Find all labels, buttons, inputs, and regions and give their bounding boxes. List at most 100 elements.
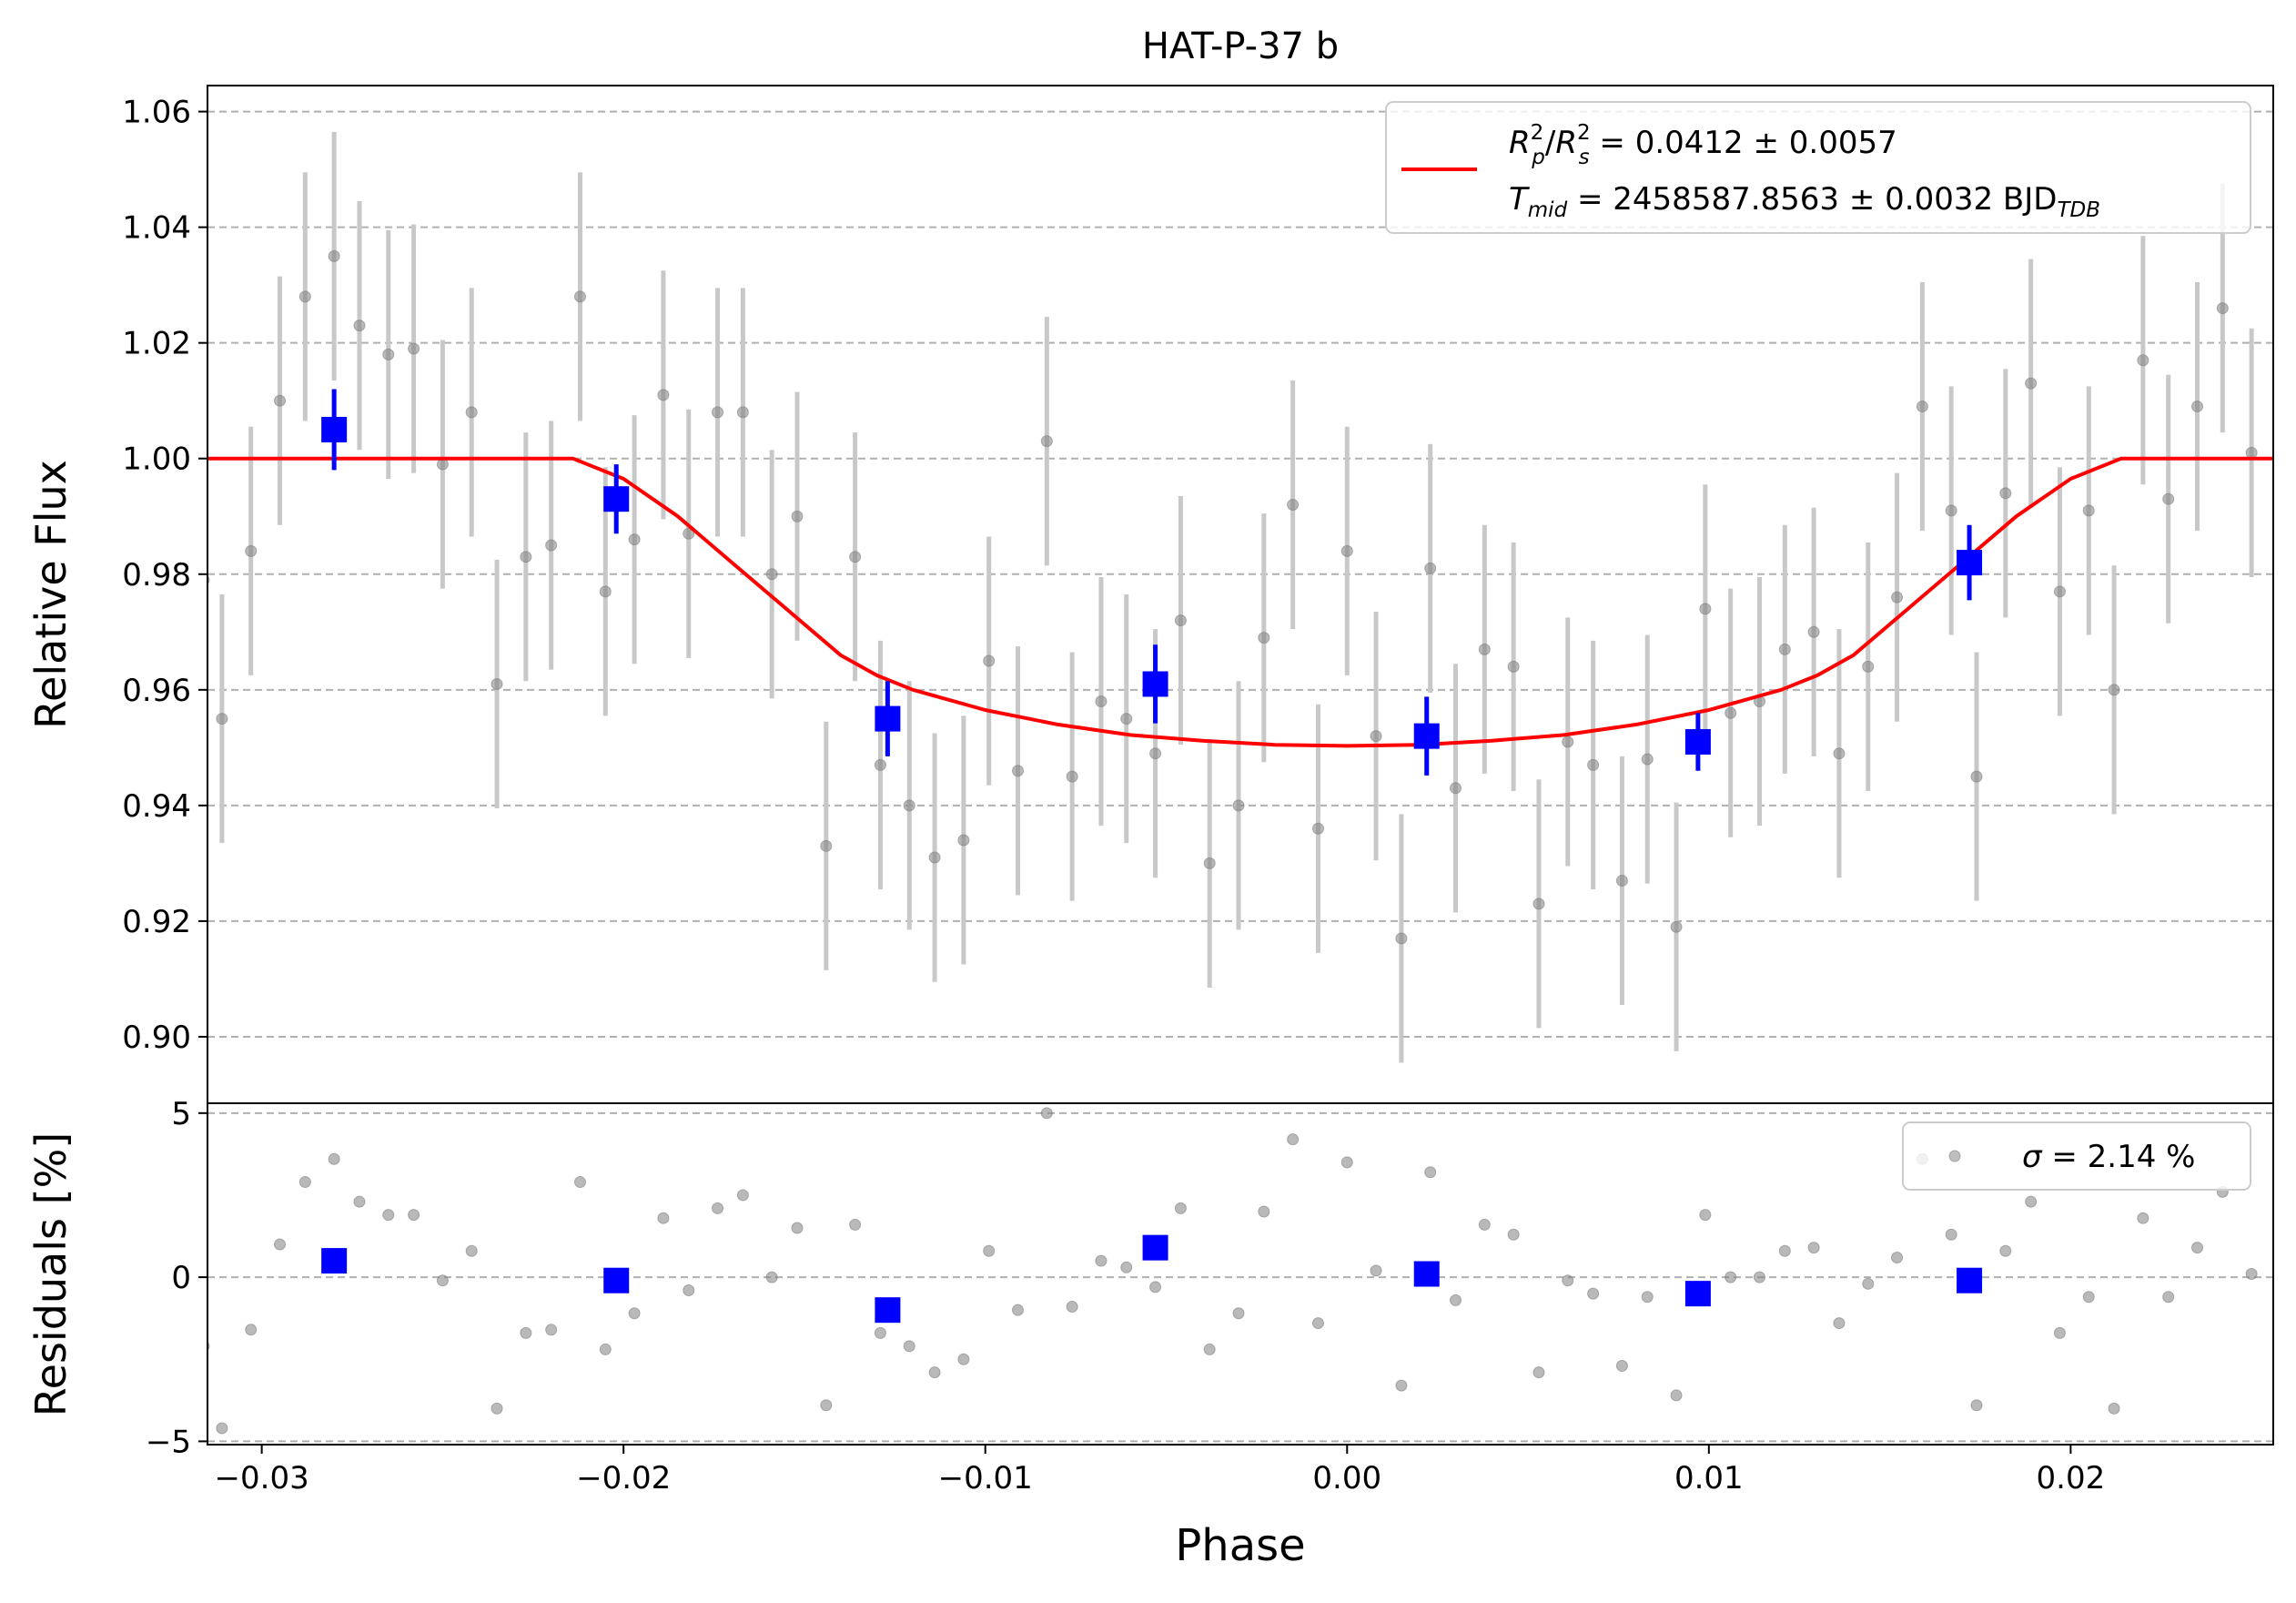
binned-point (1142, 671, 1168, 697)
residual-point (1395, 1379, 1408, 1392)
residual-point (928, 1366, 941, 1379)
residual-point (599, 1343, 612, 1355)
unbinned-point (1012, 765, 1025, 777)
unbinned-point (2082, 504, 2095, 517)
residual-point (736, 1189, 749, 1202)
residual-binned-points (321, 1234, 1983, 1324)
residual-point (1807, 1242, 1820, 1254)
residual-point (712, 1202, 724, 1214)
residual-gridlines (207, 1111, 2273, 1443)
unbinned-point (1562, 736, 1574, 748)
x-tick-label: 0.01 (1674, 1460, 1744, 1496)
unbinned-point (2216, 302, 2229, 315)
unbinned-point (712, 406, 724, 419)
unbinned-point (2053, 585, 2066, 598)
unbinned-point (657, 389, 670, 401)
residual-point (1149, 1281, 1162, 1294)
residual-point (2108, 1402, 2120, 1415)
unbinned-point (1395, 932, 1408, 945)
residual-point (465, 1244, 478, 1257)
unbinned-point (1424, 562, 1437, 574)
unbinned-point (874, 758, 886, 771)
unbinned-point (1311, 822, 1324, 835)
residual-binned-point (321, 1248, 348, 1274)
residual-point (1970, 1399, 1983, 1412)
unbinned-point (1970, 770, 1983, 783)
residual-point (1311, 1317, 1324, 1330)
unbinned-point (1807, 625, 1820, 638)
unbinned-point (765, 568, 778, 581)
legend-entry-tmid: Tmid = 2458587.8563 ± 0.0032 BJDTDB (1509, 181, 2100, 222)
unbinned-point (1999, 487, 2012, 500)
unbinned-point (2108, 684, 2120, 696)
unbinned-point (983, 654, 996, 667)
unbinned-point (1066, 770, 1078, 783)
unbinned-point (849, 551, 862, 563)
unbinned-point (1287, 499, 1300, 512)
unbinned-point (491, 677, 503, 690)
y-tick-label: 1.06 (122, 95, 191, 131)
residual-axes-frame (207, 1102, 2274, 1446)
residual-point (1507, 1228, 1520, 1241)
unbinned-point (1478, 643, 1491, 655)
unbinned-point (1699, 603, 1712, 615)
y-tick-label: 1.02 (122, 326, 191, 362)
residual-point (408, 1209, 420, 1222)
residual-point (2275, 1275, 2286, 1286)
residual-y-tick-label: 5 (171, 1096, 191, 1132)
main-y-ticks: 0.90 0.92 0.94 0.96 0.98 1.00 1.02 1.04 1.06 (122, 95, 207, 1056)
transit-model (207, 456, 2273, 748)
x-ticks: −0.03 −0.02 −0.01 0.00 0.01 0.02 (215, 1445, 2105, 1496)
unbinned-point (1833, 747, 1846, 760)
residual-y-tick-label: −5 (146, 1424, 191, 1460)
residual-point (791, 1222, 804, 1234)
residual-point (1562, 1274, 1574, 1287)
legend-entry-sigma: σ = 2.14 % (2022, 1139, 2195, 1175)
residual-point (1641, 1291, 1654, 1304)
unbinned-point (599, 585, 612, 598)
residual-binned-point (1142, 1234, 1168, 1261)
residual-point (874, 1326, 886, 1339)
unbinned-point (2275, 459, 2286, 470)
residual-point (1891, 1251, 1904, 1263)
binned-point (1957, 550, 1983, 576)
residual-point (1095, 1254, 1108, 1267)
residual-point (2245, 1268, 2258, 1280)
residual-point (2191, 1242, 2204, 1254)
residual-point (382, 1209, 395, 1222)
residual-point (274, 1238, 287, 1251)
y-tick-label: 0.98 (122, 557, 191, 594)
residual-point (1862, 1277, 1875, 1290)
unbinned-point (298, 290, 311, 303)
x-tick-label: −0.03 (215, 1460, 309, 1496)
residual-point (1753, 1271, 1765, 1283)
unbinned-point (1862, 660, 1875, 673)
unbinned-point (2191, 401, 2204, 413)
unbinned-point (1916, 401, 1928, 413)
unbinned-point (903, 799, 915, 812)
unbinned-point (1258, 632, 1270, 644)
unbinned-point (1040, 435, 1053, 448)
unbinned-point (628, 533, 641, 546)
residual-point (491, 1402, 503, 1415)
unbinned-point (1149, 747, 1162, 760)
unbinned-points (207, 249, 2286, 945)
unbinned-point (1945, 504, 1957, 517)
residual-point (1203, 1343, 1216, 1355)
residual-point (765, 1271, 778, 1283)
main-axes-frame (207, 85, 2274, 1104)
unbinned-point (1670, 920, 1683, 933)
residual-y-tick-label: 0 (171, 1260, 191, 1296)
residual-point (1833, 1317, 1846, 1330)
residual-point (1532, 1366, 1545, 1379)
unbinned-point (2025, 377, 2038, 390)
residual-point (1120, 1261, 1133, 1273)
residual-point (245, 1324, 258, 1336)
residual-point (1340, 1156, 1353, 1169)
residual-point (1287, 1133, 1300, 1146)
residual-point (545, 1324, 558, 1336)
residual-point (1040, 1107, 1053, 1120)
residual-point (520, 1326, 532, 1339)
binned-point (1684, 728, 1711, 755)
residual-point (1725, 1271, 1737, 1283)
